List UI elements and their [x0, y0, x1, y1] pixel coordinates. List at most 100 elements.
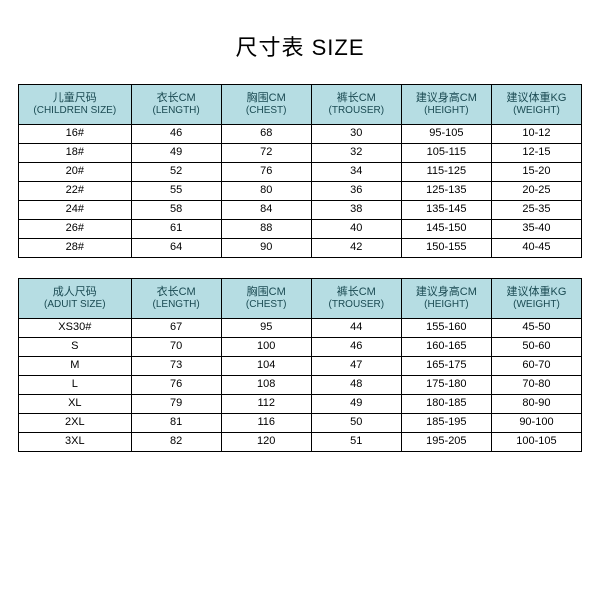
- table-cell: 32: [311, 144, 401, 163]
- children-size-table: 儿童尺码(CHILDREN SIZE) 衣长CM(LENGTH) 胸围CM(CH…: [18, 84, 582, 258]
- table-cell: 112: [221, 395, 311, 414]
- table-cell: 115-125: [401, 163, 491, 182]
- table-cell: 82: [131, 433, 221, 452]
- table-cell: 34: [311, 163, 401, 182]
- table-row: XL7911249180-18580-90: [19, 395, 582, 414]
- table-cell: 40-45: [491, 239, 581, 258]
- table-cell: 165-175: [401, 357, 491, 376]
- table-cell: 150-155: [401, 239, 491, 258]
- table-cell: 76: [131, 376, 221, 395]
- table-cell: 72: [221, 144, 311, 163]
- table-cell: 40: [311, 220, 401, 239]
- table-cell: 80-90: [491, 395, 581, 414]
- table-cell: 104: [221, 357, 311, 376]
- table-cell: 58: [131, 201, 221, 220]
- table-cell: M: [19, 357, 132, 376]
- table-cell: 67: [131, 319, 221, 338]
- table-cell: 49: [311, 395, 401, 414]
- table-cell: 24#: [19, 201, 132, 220]
- table-cell: 12-15: [491, 144, 581, 163]
- table-cell: 25-35: [491, 201, 581, 220]
- table-cell: 50-60: [491, 338, 581, 357]
- table-cell: 95-105: [401, 125, 491, 144]
- table-cell: 47: [311, 357, 401, 376]
- table-cell: 30: [311, 125, 401, 144]
- table-cell: 20-25: [491, 182, 581, 201]
- table-cell: 20#: [19, 163, 132, 182]
- table-cell: 145-150: [401, 220, 491, 239]
- table-cell: XL: [19, 395, 132, 414]
- table-cell: 22#: [19, 182, 132, 201]
- table-row: 28#649042150-15540-45: [19, 239, 582, 258]
- table-cell: 38: [311, 201, 401, 220]
- table-cell: 46: [131, 125, 221, 144]
- table-cell: 125-135: [401, 182, 491, 201]
- table-cell: 52: [131, 163, 221, 182]
- col-weight: 建议体重KG(WEIGHT): [491, 279, 581, 319]
- table-cell: 26#: [19, 220, 132, 239]
- table-row: 26#618840145-15035-40: [19, 220, 582, 239]
- col-length: 衣长CM(LENGTH): [131, 279, 221, 319]
- table-cell: 50: [311, 414, 401, 433]
- col-height: 建议身高CM(HEIGHT): [401, 279, 491, 319]
- table-cell: 44: [311, 319, 401, 338]
- table-cell: 18#: [19, 144, 132, 163]
- table-cell: 100-105: [491, 433, 581, 452]
- table-cell: 51: [311, 433, 401, 452]
- table-cell: 120: [221, 433, 311, 452]
- table-cell: 84: [221, 201, 311, 220]
- table-cell: 105-115: [401, 144, 491, 163]
- table-cell: 2XL: [19, 414, 132, 433]
- page-title: 尺寸表 SIZE: [235, 30, 364, 62]
- table-cell: 36: [311, 182, 401, 201]
- table-row: L7610848175-18070-80: [19, 376, 582, 395]
- table-header-row: 成人尺码(ADUIT SIZE) 衣长CM(LENGTH) 胸围CM(CHEST…: [19, 279, 582, 319]
- table-cell: 155-160: [401, 319, 491, 338]
- table-cell: 28#: [19, 239, 132, 258]
- table-cell: 35-40: [491, 220, 581, 239]
- table-cell: 90: [221, 239, 311, 258]
- adult-table-body: XS30#679544155-16045-50S7010046160-16550…: [19, 319, 582, 452]
- col-children-size: 儿童尺码(CHILDREN SIZE): [19, 85, 132, 125]
- col-chest: 胸围CM(CHEST): [221, 279, 311, 319]
- table-cell: 175-180: [401, 376, 491, 395]
- adult-size-table: 成人尺码(ADUIT SIZE) 衣长CM(LENGTH) 胸围CM(CHEST…: [18, 278, 582, 452]
- table-cell: 180-185: [401, 395, 491, 414]
- table-cell: 100: [221, 338, 311, 357]
- table-cell: 81: [131, 414, 221, 433]
- table-cell: 79: [131, 395, 221, 414]
- table-cell: 55: [131, 182, 221, 201]
- table-row: 24#588438135-14525-35: [19, 201, 582, 220]
- table-cell: 108: [221, 376, 311, 395]
- table-row: 22#558036125-13520-25: [19, 182, 582, 201]
- table-cell: 60-70: [491, 357, 581, 376]
- table-header-row: 儿童尺码(CHILDREN SIZE) 衣长CM(LENGTH) 胸围CM(CH…: [19, 85, 582, 125]
- tables-container: 儿童尺码(CHILDREN SIZE) 衣长CM(LENGTH) 胸围CM(CH…: [18, 84, 582, 472]
- table-cell: 61: [131, 220, 221, 239]
- table-cell: 16#: [19, 125, 132, 144]
- table-cell: 160-165: [401, 338, 491, 357]
- col-chest: 胸围CM(CHEST): [221, 85, 311, 125]
- table-row: 16#46683095-10510-12: [19, 125, 582, 144]
- table-cell: 116: [221, 414, 311, 433]
- table-row: XS30#679544155-16045-50: [19, 319, 582, 338]
- table-cell: 64: [131, 239, 221, 258]
- table-cell: 46: [311, 338, 401, 357]
- table-cell: XS30#: [19, 319, 132, 338]
- table-row: 3XL8212051195-205100-105: [19, 433, 582, 452]
- table-cell: 70-80: [491, 376, 581, 395]
- table-row: M7310447165-17560-70: [19, 357, 582, 376]
- col-trouser: 裤长CM(TROUSER): [311, 85, 401, 125]
- table-row: 2XL8111650185-19590-100: [19, 414, 582, 433]
- table-row: S7010046160-16550-60: [19, 338, 582, 357]
- col-adult-size: 成人尺码(ADUIT SIZE): [19, 279, 132, 319]
- table-cell: 185-195: [401, 414, 491, 433]
- table-cell: 90-100: [491, 414, 581, 433]
- col-weight: 建议体重KG(WEIGHT): [491, 85, 581, 125]
- table-cell: 48: [311, 376, 401, 395]
- table-cell: 42: [311, 239, 401, 258]
- table-cell: 80: [221, 182, 311, 201]
- table-cell: 195-205: [401, 433, 491, 452]
- col-trouser: 裤长CM(TROUSER): [311, 279, 401, 319]
- table-cell: 95: [221, 319, 311, 338]
